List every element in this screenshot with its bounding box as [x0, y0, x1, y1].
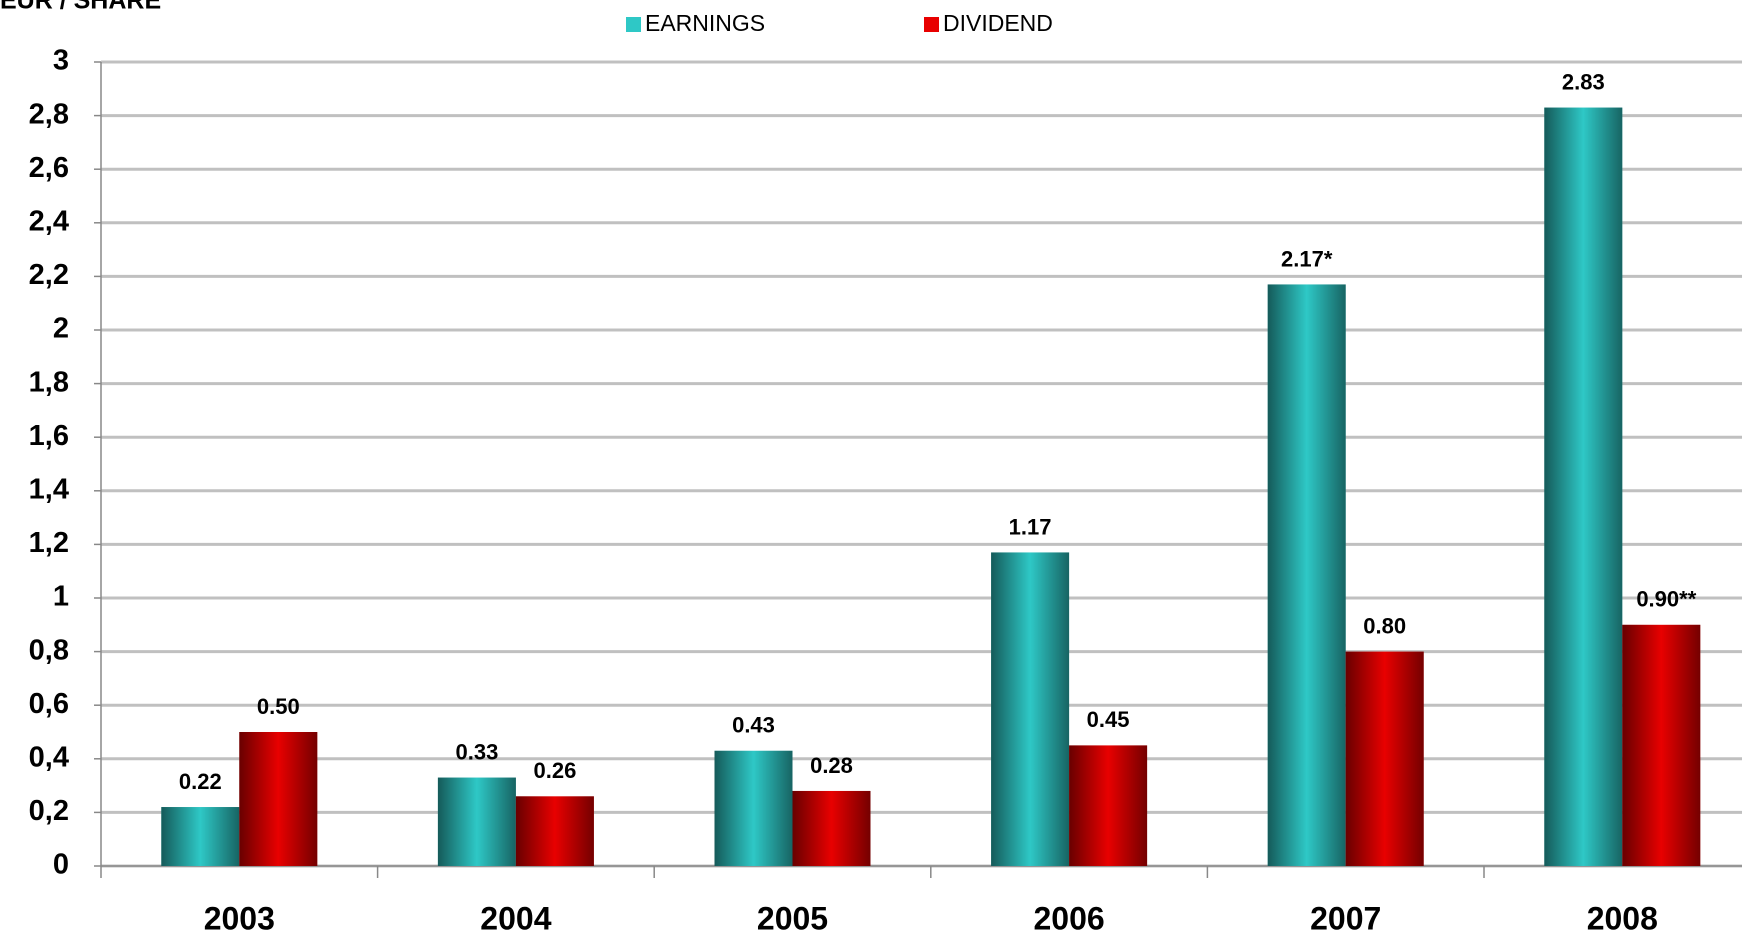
y-tick-label: 1,8 — [29, 366, 69, 398]
value-label: 1.17 — [1009, 514, 1052, 539]
value-label: 0.80 — [1363, 613, 1406, 638]
y-tick-label: 0,6 — [29, 688, 69, 720]
y-tick-label: 0,2 — [29, 795, 69, 827]
x-tick-label: 2004 — [480, 900, 551, 936]
bar-shade — [1622, 624, 1701, 866]
y-tick-label: 2,2 — [29, 259, 69, 291]
value-label: 0.43 — [732, 713, 775, 738]
bar-shade — [714, 750, 793, 866]
y-tick-label: 1,4 — [29, 473, 69, 505]
y-tick-label: 3 — [53, 45, 69, 77]
bar-shade — [792, 790, 871, 866]
bar-shade — [239, 732, 318, 866]
legend-label: EARNINGS — [645, 10, 765, 36]
bar-shade — [1544, 107, 1623, 866]
value-label: 0.50 — [257, 694, 300, 719]
y-tick-label: 0,8 — [29, 634, 69, 666]
bar-shade — [515, 796, 594, 866]
legend-swatch — [626, 17, 641, 32]
bar-shade — [1069, 745, 1148, 866]
value-label: 0.28 — [810, 753, 853, 778]
y-tick-label: 1 — [53, 581, 69, 613]
bar-shade — [991, 552, 1070, 866]
x-tick-label: 2005 — [757, 900, 828, 936]
value-label: 0.26 — [533, 758, 576, 783]
value-label: 2.83 — [1562, 69, 1605, 94]
bar-shade — [1345, 651, 1424, 866]
value-label: 0.90** — [1636, 587, 1696, 612]
legend-label: DIVIDEND — [943, 10, 1053, 36]
x-tick-label: 2007 — [1310, 900, 1381, 936]
bar-shade — [161, 807, 240, 866]
y-tick-label: 2,6 — [29, 152, 69, 184]
value-label: 0.33 — [455, 739, 498, 764]
y-tick-label: 1,6 — [29, 420, 69, 452]
x-tick-label: 2008 — [1587, 900, 1658, 936]
value-label: 2.17* — [1281, 246, 1333, 271]
y-axis-label: EUR / SHARE — [0, 0, 161, 15]
bar-shade — [437, 777, 516, 866]
y-tick-label: 1,2 — [29, 527, 69, 559]
y-tick-label: 2 — [53, 313, 69, 345]
y-tick-label: 2,8 — [29, 98, 69, 130]
value-label: 0.45 — [1087, 707, 1130, 732]
y-tick-label: 0 — [53, 849, 69, 881]
value-label: 0.22 — [179, 769, 222, 794]
bar-shade — [1267, 284, 1346, 866]
x-tick-label: 2006 — [1034, 900, 1105, 936]
y-tick-label: 2,4 — [29, 205, 69, 237]
y-tick-label: 0,4 — [29, 741, 69, 773]
x-tick-label: 2003 — [204, 900, 275, 936]
legend-swatch — [924, 17, 939, 32]
